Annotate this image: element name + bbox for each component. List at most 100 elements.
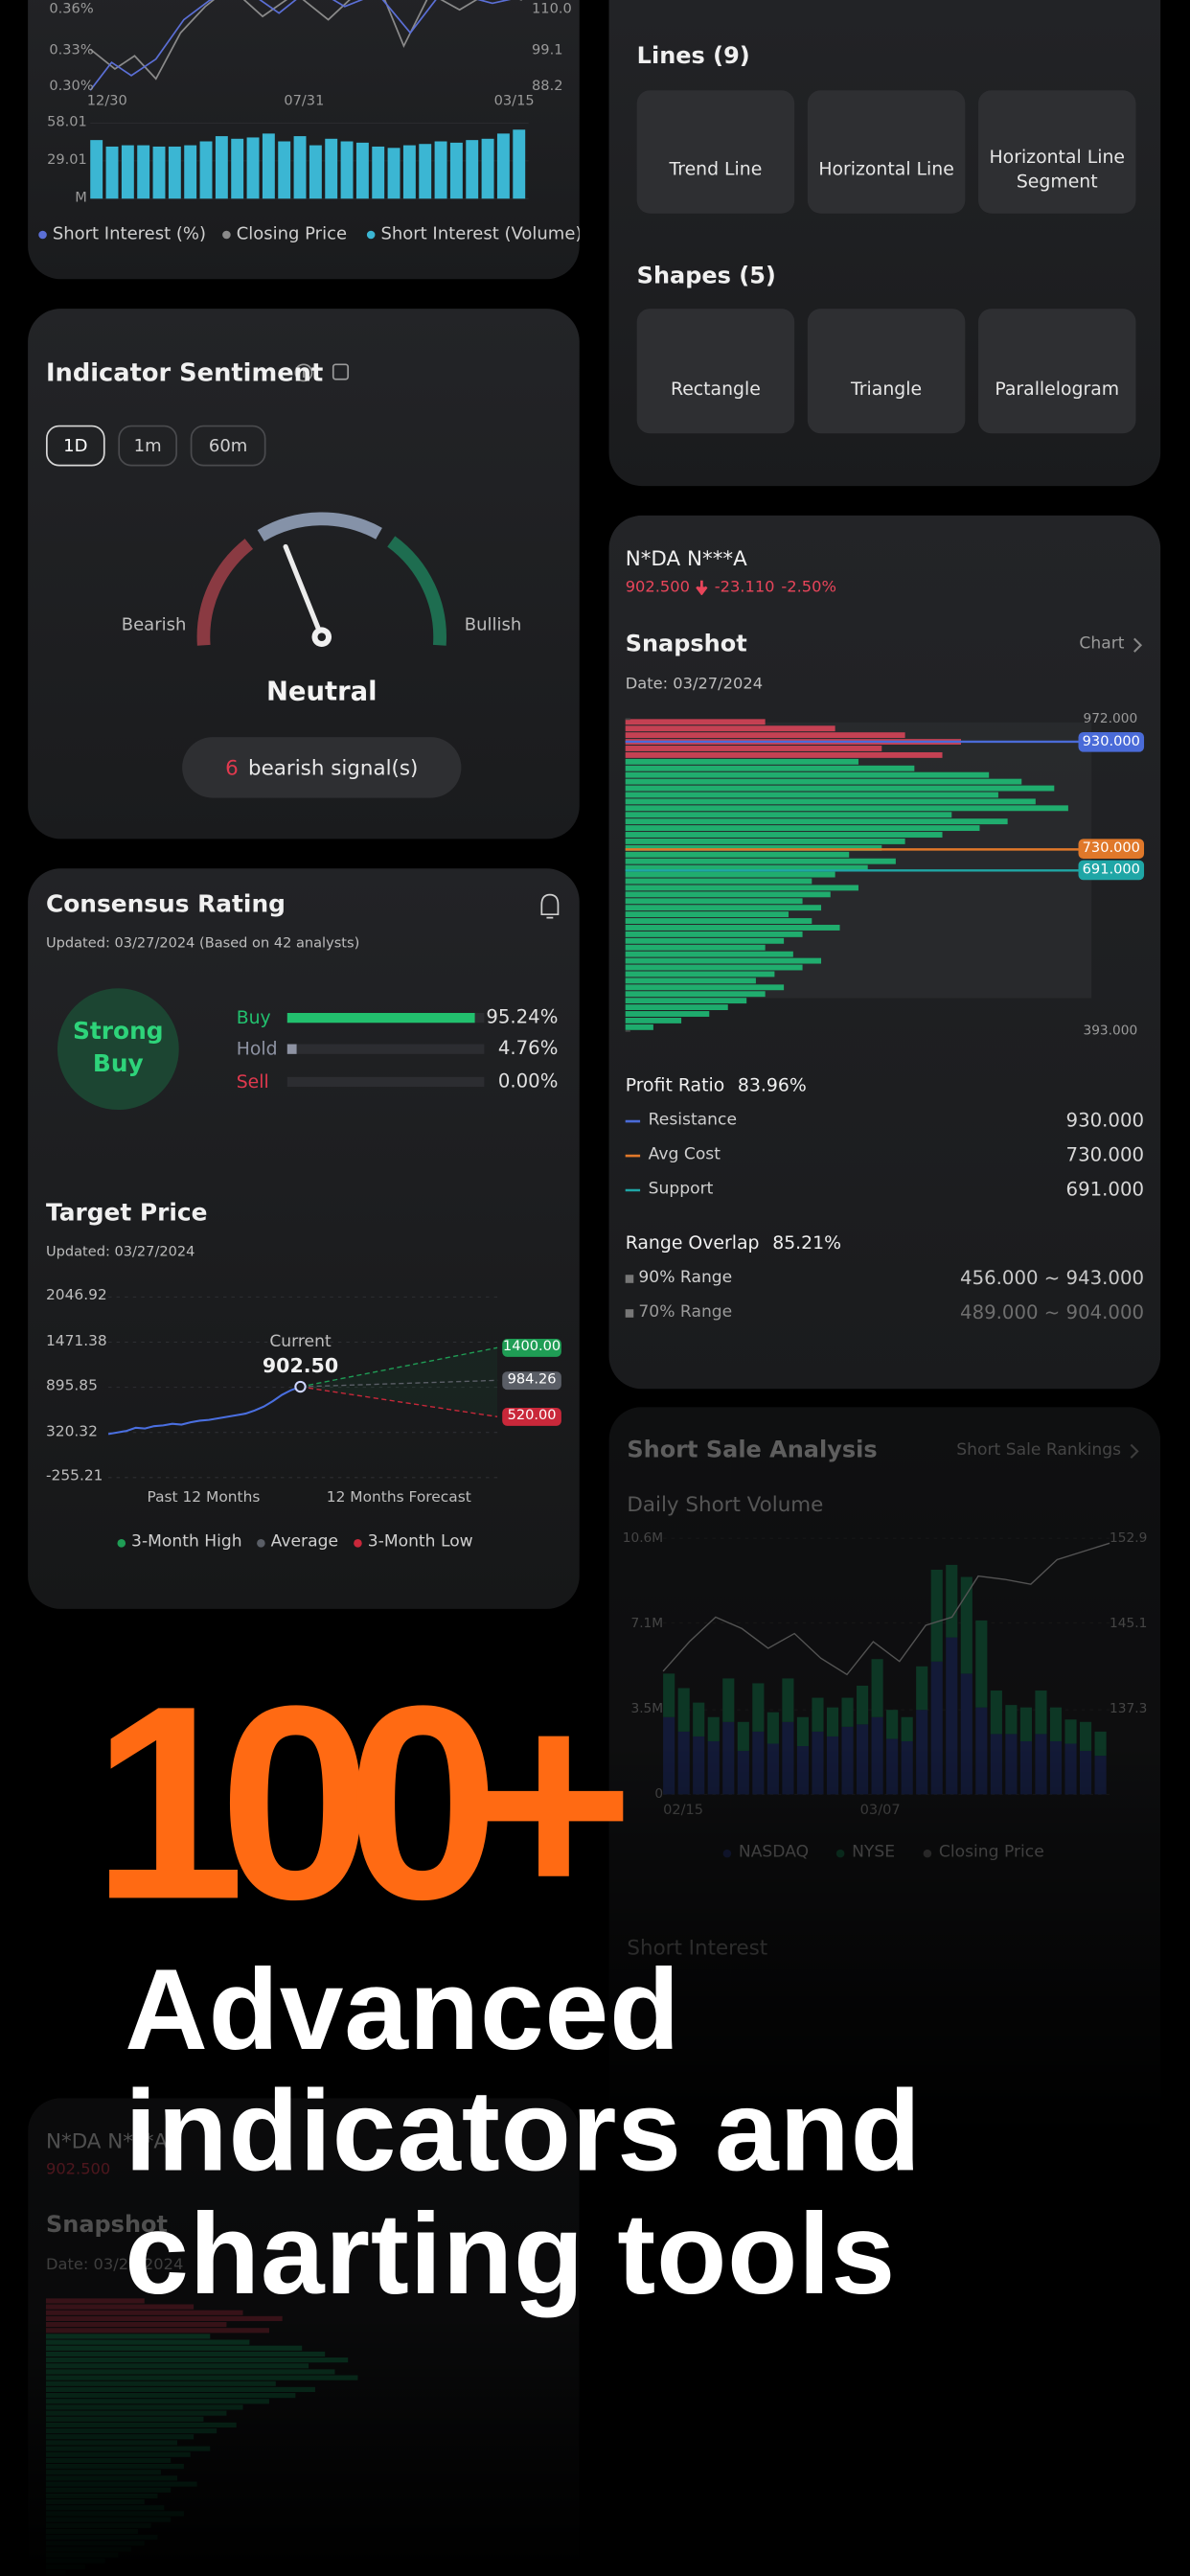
volume-bar bbox=[199, 141, 213, 199]
section-title: Short Interest bbox=[627, 1934, 768, 1960]
profile-bar bbox=[45, 2475, 178, 2481]
timeframe-tab[interactable]: 1D bbox=[45, 425, 105, 467]
range-value: 489.000 ~ 904.000 bbox=[960, 1300, 1145, 1323]
profile-bar bbox=[625, 785, 1055, 792]
price: 902.500 bbox=[625, 578, 691, 597]
volume-bar bbox=[737, 1721, 749, 1752]
forecast-line bbox=[300, 1386, 498, 1418]
timeframe-tab[interactable]: 60m bbox=[190, 425, 266, 467]
range-value: 456.000 ~ 943.000 bbox=[960, 1265, 1145, 1289]
profile-bar bbox=[625, 905, 822, 911]
share-icon bbox=[332, 363, 350, 380]
y2-tick-label: 137.3 bbox=[1110, 1701, 1148, 1717]
tool-tile[interactable] bbox=[807, 309, 966, 434]
rating-bar bbox=[286, 1012, 475, 1024]
volume-bar bbox=[355, 142, 369, 199]
faded-snapshot-card: N*DA N***A 902.500 Snapshot Date: 03/27/202… bbox=[28, 2098, 580, 2576]
y-tick-label: 7.1M bbox=[630, 1615, 664, 1630]
gauge-neutral-arc bbox=[257, 512, 382, 541]
profile-bar bbox=[625, 871, 835, 878]
section-title: Lines (9) bbox=[636, 43, 750, 70]
volume-bar bbox=[990, 1690, 1002, 1735]
level-name: Support bbox=[648, 1180, 714, 1199]
volume-bar bbox=[812, 1731, 824, 1795]
volume-bar bbox=[663, 1716, 675, 1795]
profile-bar bbox=[625, 746, 882, 751]
forecast-tag: 520.00 bbox=[502, 1407, 561, 1426]
range-name: 90% Range bbox=[638, 1269, 733, 1288]
rating-value: 0.00% bbox=[497, 1069, 559, 1092]
section-title: Snapshot bbox=[625, 631, 747, 658]
legend-dot bbox=[722, 1849, 732, 1858]
volume-bar bbox=[693, 1736, 705, 1795]
chart-link[interactable]: Chart bbox=[1079, 634, 1125, 654]
range-overlap-label: Range Overlap bbox=[625, 1231, 760, 1254]
volume-tick-label: 29.01 bbox=[47, 152, 87, 170]
volume-bar bbox=[826, 1707, 839, 1736]
profile-bar bbox=[45, 2393, 296, 2399]
profile-bar bbox=[625, 832, 943, 838]
profile-bar bbox=[625, 885, 858, 891]
profile-bar bbox=[625, 858, 896, 864]
profile-bar bbox=[45, 2386, 315, 2393]
ticker: N*DA N***A bbox=[45, 2128, 169, 2153]
volume-bar bbox=[886, 1710, 899, 1739]
legend-label: 3-Month High bbox=[131, 1533, 242, 1552]
profile-bar bbox=[45, 2399, 269, 2404]
legend-label: Closing Price bbox=[236, 224, 348, 244]
legend-label: Closing Price bbox=[938, 1843, 1044, 1862]
volume-bar bbox=[1035, 1690, 1047, 1735]
tool-tile[interactable] bbox=[978, 309, 1136, 434]
volume-bar bbox=[262, 133, 275, 199]
volume-bar bbox=[916, 1710, 928, 1795]
info-icon bbox=[294, 363, 313, 382]
tool-tile[interactable] bbox=[978, 90, 1136, 214]
profile-bar bbox=[45, 2511, 184, 2517]
profile-bar bbox=[625, 751, 943, 758]
timeframe-tab[interactable]: 1m bbox=[118, 425, 178, 467]
profile-bar bbox=[625, 911, 789, 918]
volume-bar bbox=[1035, 1734, 1047, 1795]
tool-tile[interactable] bbox=[636, 309, 795, 434]
level-tag-value: 691.000 bbox=[1082, 862, 1140, 879]
snapshot-card: N*DA N***A 902.500 -23.110 -2.50% Snapshot Ch… bbox=[608, 515, 1161, 1390]
profile-bar bbox=[45, 2310, 243, 2315]
card-title: Short Sale Analysis bbox=[627, 1438, 878, 1464]
graphics bbox=[662, 1443, 1139, 1858]
volume-bar bbox=[677, 1731, 690, 1795]
tool-tile[interactable] bbox=[636, 90, 795, 214]
forecast-tag: 984.26 bbox=[502, 1370, 561, 1390]
price-range-label: 393.000 bbox=[1083, 1023, 1138, 1039]
updated-text: Updated: 03/27/2024 (Based on 42 analyst… bbox=[45, 935, 360, 953]
rating-name: Buy bbox=[236, 1006, 271, 1029]
legend-label: Average bbox=[270, 1533, 339, 1552]
updated-text: Updated: 03/27/2024 bbox=[45, 1244, 195, 1261]
volume-bar bbox=[1049, 1740, 1063, 1795]
profile-bar bbox=[45, 2422, 237, 2428]
y-tick-label: 1471.38 bbox=[45, 1333, 107, 1350]
profile-bar bbox=[45, 2457, 172, 2464]
section-title: Shapes (5) bbox=[636, 264, 776, 290]
volume-bar bbox=[975, 1707, 988, 1795]
profile-bar bbox=[45, 2315, 283, 2321]
date-label: 03/15 bbox=[493, 93, 535, 110]
volume-bar bbox=[1094, 1731, 1107, 1757]
profile-bar bbox=[625, 1004, 728, 1011]
tool-label: Parallelogram bbox=[995, 379, 1120, 401]
volume-bar bbox=[1019, 1707, 1032, 1741]
volume-bar bbox=[841, 1697, 854, 1727]
volume-bar bbox=[812, 1697, 824, 1732]
volume-bar bbox=[857, 1685, 869, 1725]
forecast-value: 984.26 bbox=[507, 1371, 557, 1389]
signal-button[interactable]: 6 bearish signal(s) bbox=[182, 737, 462, 798]
y-tick-label: 2046.92 bbox=[45, 1288, 107, 1305]
tool-tile[interactable] bbox=[807, 90, 966, 214]
price-history-line bbox=[107, 1386, 301, 1436]
legend-dot bbox=[257, 1539, 265, 1548]
profile-bar bbox=[45, 2410, 227, 2416]
date-text: Date: 03/27/2024 bbox=[625, 675, 764, 694]
price-row: 902.500 -23.110 -2.50% bbox=[626, 579, 836, 597]
closing-price-line bbox=[662, 1542, 1110, 1676]
volume-bar bbox=[722, 1721, 735, 1795]
